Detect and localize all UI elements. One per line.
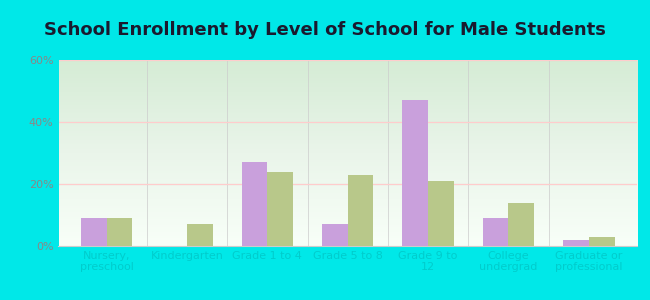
Bar (589, 237, 614, 246)
Bar (402, 100, 428, 246)
Bar (242, 162, 267, 246)
Bar (107, 218, 133, 246)
Bar (483, 218, 508, 246)
Bar (563, 240, 589, 246)
Bar (508, 202, 534, 246)
Bar (348, 175, 374, 246)
Bar (81, 218, 107, 246)
Bar (187, 224, 213, 246)
Bar (428, 181, 454, 246)
Bar (322, 224, 348, 246)
Text: School Enrollment by Level of School for Male Students: School Enrollment by Level of School for… (44, 21, 606, 39)
Bar (267, 172, 293, 246)
